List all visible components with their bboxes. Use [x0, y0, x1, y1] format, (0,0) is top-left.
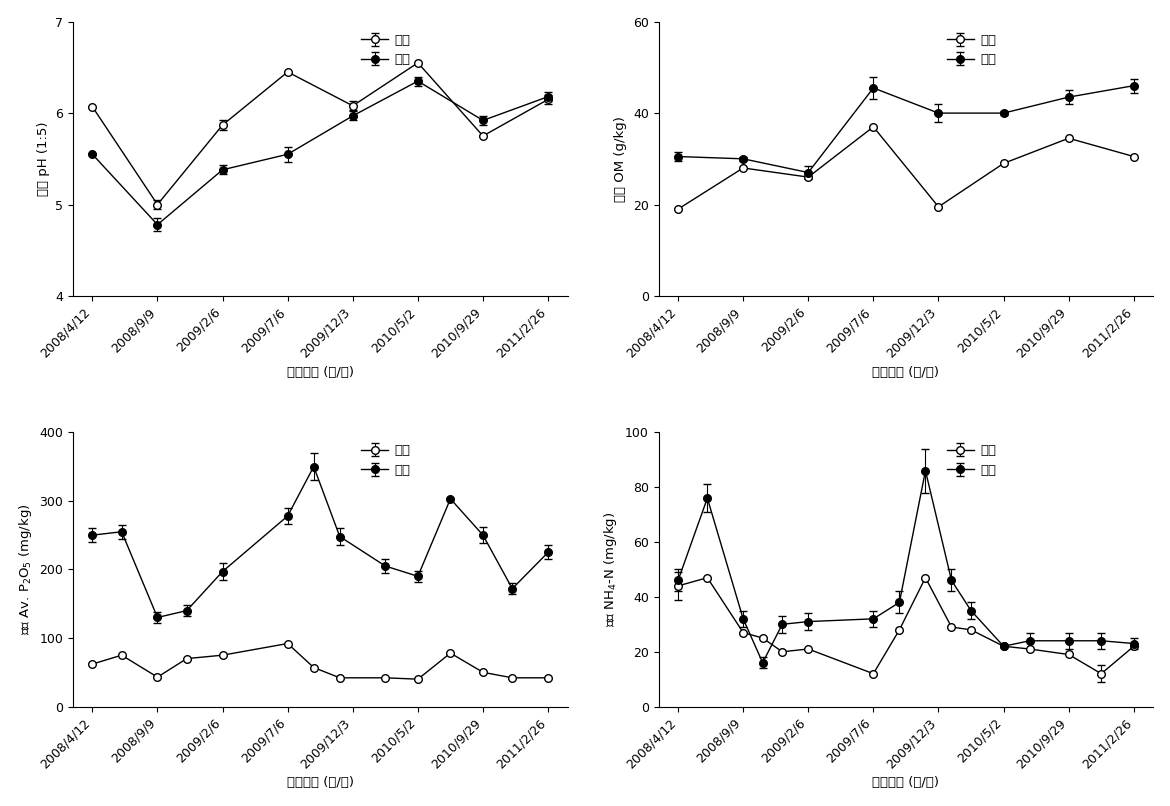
X-axis label: 조사시기 (월/일): 조사시기 (월/일): [873, 366, 940, 379]
X-axis label: 조사시기 (월/일): 조사시기 (월/일): [287, 366, 353, 379]
Legend: 관행, 유기: 관행, 유기: [948, 444, 996, 477]
X-axis label: 조사시기 (월/일): 조사시기 (월/일): [287, 776, 353, 789]
X-axis label: 조사시기 (월/일): 조사시기 (월/일): [873, 776, 940, 789]
Y-axis label: 토양 Av. P$_2$O$_5$ (mg/kg): 토양 Av. P$_2$O$_5$ (mg/kg): [16, 504, 34, 635]
Y-axis label: 토양 OM (g/kg): 토양 OM (g/kg): [614, 116, 627, 202]
Legend: 관행, 유기: 관행, 유기: [362, 444, 411, 477]
Legend: 관행, 유기: 관행, 유기: [948, 34, 996, 66]
Y-axis label: 토양 NH$_4$-N (mg/kg): 토양 NH$_4$-N (mg/kg): [603, 512, 619, 627]
Legend: 관행, 유기: 관행, 유기: [362, 34, 411, 66]
Y-axis label: 토양 pH (1:5): 토양 pH (1:5): [36, 122, 49, 196]
